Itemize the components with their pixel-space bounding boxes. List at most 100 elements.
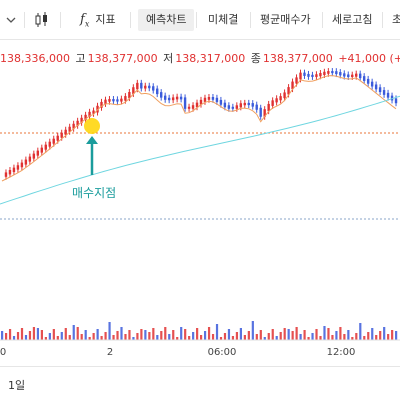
volume-bar xyxy=(359,323,362,340)
candle-body xyxy=(259,107,262,117)
candle-body xyxy=(124,96,127,101)
candle-body xyxy=(374,84,378,90)
x-axis-tick-label: 06:00 xyxy=(208,347,237,358)
candle-body xyxy=(355,73,358,77)
ma-long-line xyxy=(0,95,400,205)
candle-body xyxy=(366,78,370,84)
candle-body xyxy=(203,97,207,102)
volume-bar xyxy=(196,328,199,340)
candle-body xyxy=(104,99,107,104)
volume-bar xyxy=(160,331,163,340)
volume-bar xyxy=(96,329,99,340)
volume-bar xyxy=(176,337,179,340)
candle-body xyxy=(24,159,28,165)
volume-bar xyxy=(188,336,191,340)
forecast-chart-button[interactable]: 예측차트 xyxy=(138,9,195,31)
candle-body xyxy=(72,123,75,129)
candle-body xyxy=(112,99,115,102)
candle-body xyxy=(80,117,83,123)
candle-body xyxy=(207,97,211,100)
buy-point-marker xyxy=(84,118,100,134)
candle-body xyxy=(175,96,179,100)
low-label: 저 xyxy=(163,52,174,65)
volume-bar xyxy=(64,328,67,340)
candle-body xyxy=(44,144,47,150)
candlestick-icon[interactable] xyxy=(34,9,50,31)
volume-bar xyxy=(72,325,75,340)
candle-body xyxy=(20,162,24,168)
open-orders-button[interactable]: 미체결 xyxy=(208,13,239,26)
candle-body xyxy=(335,71,338,75)
volume-bar xyxy=(355,333,358,340)
period-selector[interactable]: 1일 xyxy=(8,379,26,392)
candle-body xyxy=(219,99,223,105)
candle-body xyxy=(315,74,318,77)
avg-buy-price-button[interactable]: 평균매수가 xyxy=(260,13,311,26)
candle-body xyxy=(311,74,314,77)
chart-canvas: 0 2 06:00 12:00 xyxy=(0,68,400,358)
candle-body xyxy=(84,114,87,120)
volume-bar xyxy=(267,333,270,340)
volume-bar xyxy=(371,328,374,340)
candle-body xyxy=(132,87,135,95)
volume-bar xyxy=(52,329,55,340)
candle-body xyxy=(271,100,274,106)
candle-body xyxy=(4,172,8,177)
candle-body xyxy=(195,102,199,108)
volume-bar xyxy=(363,336,366,340)
volume-bar xyxy=(84,330,87,340)
volume-bar xyxy=(235,332,239,340)
volume-bar xyxy=(192,332,195,340)
candle-body xyxy=(76,120,79,126)
volume-bar xyxy=(283,328,286,340)
candle-body xyxy=(167,97,171,101)
volume-bar xyxy=(375,335,378,340)
candle-body xyxy=(211,97,215,100)
volume-bar xyxy=(1,331,4,340)
price-chart[interactable]: 0 2 06:00 12:00 xyxy=(0,68,400,364)
candle-body xyxy=(287,87,290,95)
candle-body xyxy=(140,82,143,89)
candle-body xyxy=(382,90,386,95)
candle-body xyxy=(88,111,91,117)
volume-bar xyxy=(379,331,382,340)
volume-bar xyxy=(184,329,187,340)
candle-body xyxy=(327,71,330,74)
volume-bar xyxy=(327,328,330,340)
volume-bar xyxy=(295,327,298,340)
toolbar-divider xyxy=(382,12,383,28)
candle-body xyxy=(235,105,239,109)
candle-body xyxy=(136,82,139,90)
candle-body xyxy=(8,170,12,175)
volume-bar xyxy=(211,334,215,340)
volume-bar xyxy=(387,334,390,340)
volume-bar xyxy=(335,331,338,340)
volume-bar xyxy=(156,335,159,340)
refresh-button[interactable]: 세로고침 xyxy=(332,13,373,26)
chevron-down-icon[interactable] xyxy=(4,9,18,31)
candle-body xyxy=(191,105,195,109)
volume-bar xyxy=(132,337,135,340)
x-axis-tick-label: 0 xyxy=(0,347,6,358)
volume-bar xyxy=(16,332,20,340)
volume-bar xyxy=(56,336,59,340)
volume-bar xyxy=(164,327,167,340)
candle-body xyxy=(323,71,326,76)
candle-body xyxy=(36,150,40,156)
volume-bar xyxy=(203,331,207,340)
reset-button[interactable]: 초 xyxy=(392,13,400,26)
indicator-button[interactable]: fx 지표 xyxy=(80,9,116,31)
volume-bar xyxy=(180,327,183,340)
candle-body xyxy=(163,95,167,100)
volume-bar xyxy=(80,334,83,340)
candle-body xyxy=(48,141,51,147)
toolbar-divider xyxy=(250,12,251,28)
candle-body xyxy=(347,74,350,77)
volume-bar xyxy=(172,330,175,340)
change-value: +41,000 (+0.03%) xyxy=(338,52,400,65)
volume-bar xyxy=(8,329,12,340)
volume-bar xyxy=(347,330,350,340)
volume-bar xyxy=(140,329,143,340)
volume-bar xyxy=(259,330,262,340)
